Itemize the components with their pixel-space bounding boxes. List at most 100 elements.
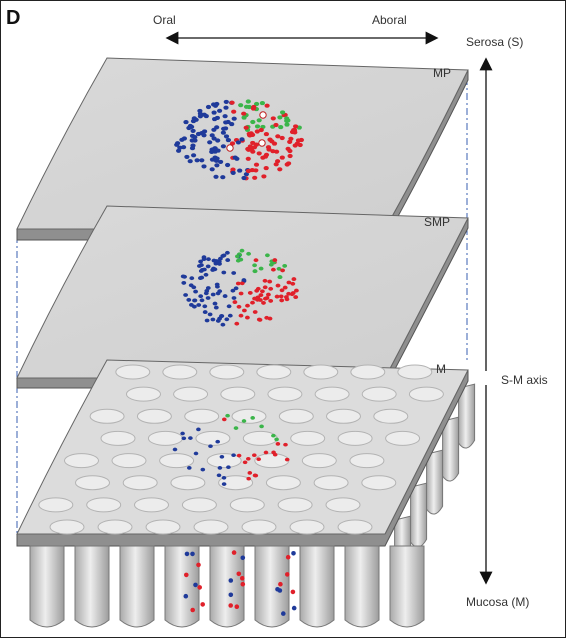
cell-dot — [254, 124, 261, 129]
cell-dot — [180, 274, 186, 279]
cell-dot — [209, 133, 215, 138]
cell-dot — [235, 254, 240, 259]
cell-dot — [281, 611, 286, 616]
crypt-pit — [231, 408, 267, 424]
crypt-pit — [265, 475, 301, 491]
cell-dot — [201, 112, 207, 117]
cell-dot — [282, 263, 288, 268]
cell-dot — [242, 460, 248, 465]
cell-dot — [222, 417, 227, 422]
cell-dot — [254, 129, 260, 134]
crypt-pit — [136, 408, 172, 424]
crypt-pit — [314, 386, 350, 402]
crypt-pit — [97, 519, 133, 535]
crypt-pit — [115, 364, 151, 380]
cell-dot — [287, 153, 293, 159]
cell-dot — [286, 161, 292, 166]
crypt-pit — [229, 497, 265, 513]
cell-dot — [187, 466, 192, 470]
cell-dot — [261, 300, 266, 305]
cell-dot — [193, 289, 199, 294]
cell-dot — [230, 288, 236, 293]
cell-dot — [277, 167, 283, 172]
crypt-pit — [147, 430, 183, 446]
cell-dot — [262, 285, 268, 290]
cell-dot — [190, 551, 195, 557]
cell-dot — [255, 286, 261, 291]
cell-dot — [219, 454, 225, 459]
cell-dot — [196, 427, 201, 432]
villus — [29, 545, 65, 628]
cell-dot — [243, 125, 249, 130]
cell-dot — [192, 298, 198, 303]
cell-dot — [183, 293, 189, 297]
cell-dot — [184, 551, 190, 557]
cell-dot — [271, 141, 278, 146]
cell-dot — [235, 140, 241, 145]
cell-dot — [252, 310, 258, 314]
crypt-pit — [38, 497, 74, 513]
crypt-pit — [195, 430, 231, 446]
cell-dot — [256, 457, 262, 462]
cell-dot — [217, 108, 223, 113]
cell-dot — [241, 278, 247, 283]
cell-dot — [275, 159, 281, 164]
cell-dot — [236, 571, 242, 577]
cell-dot — [223, 134, 230, 139]
cell-dot — [213, 261, 219, 266]
cell-dot — [208, 444, 213, 449]
oral-label: Oral — [153, 13, 176, 27]
cell-dot — [250, 119, 256, 125]
villus — [389, 545, 425, 628]
cell-dot-outline — [226, 144, 234, 152]
cell-dot — [267, 316, 273, 321]
cell-dot — [277, 275, 283, 280]
cell-dot — [212, 103, 219, 108]
cell-dot — [207, 140, 213, 145]
cell-dot — [228, 578, 234, 583]
cell-dot — [240, 555, 246, 561]
villus-side — [426, 449, 444, 515]
cell-dot — [239, 137, 245, 142]
cell-dot — [211, 110, 217, 115]
crypt-pit — [209, 364, 245, 380]
cell-dot — [198, 259, 204, 264]
cell-dot — [193, 582, 198, 588]
cell-dot — [197, 111, 203, 116]
cell-dot — [228, 592, 234, 598]
villus-side — [442, 416, 460, 482]
crypt-pit — [278, 408, 314, 424]
cell-dot — [189, 133, 196, 138]
cell-dot — [189, 276, 195, 281]
m-label: M — [436, 362, 446, 376]
cell-dot — [200, 267, 205, 272]
cell-dot — [258, 293, 264, 298]
cell-dot — [220, 175, 226, 180]
cell-dot — [234, 321, 240, 326]
cell-dot — [265, 253, 270, 258]
cell-dot — [198, 294, 204, 299]
cell-dot — [232, 155, 238, 160]
cell-dot — [279, 298, 285, 303]
cell-dot — [252, 453, 257, 458]
cell-dot — [279, 135, 285, 141]
cell-dot — [221, 482, 227, 486]
cell-dot — [279, 288, 285, 293]
cell-dot — [260, 155, 266, 160]
cell-dot — [190, 128, 196, 133]
cell-dot — [245, 156, 251, 161]
cell-dot — [184, 154, 190, 159]
cell-dot — [252, 175, 258, 180]
cell-dot — [187, 159, 193, 164]
cell-dot — [231, 271, 237, 275]
cell-dot — [172, 447, 178, 452]
cell-dot — [274, 437, 279, 442]
cell-dot — [197, 264, 202, 268]
cell-dot — [260, 289, 265, 294]
cell-dot-outline — [259, 111, 267, 119]
m-dots — [172, 413, 290, 486]
cell-dot — [242, 308, 247, 313]
cell-dot — [221, 475, 227, 480]
cell-dot — [229, 100, 235, 105]
crypt-pit — [361, 386, 397, 402]
